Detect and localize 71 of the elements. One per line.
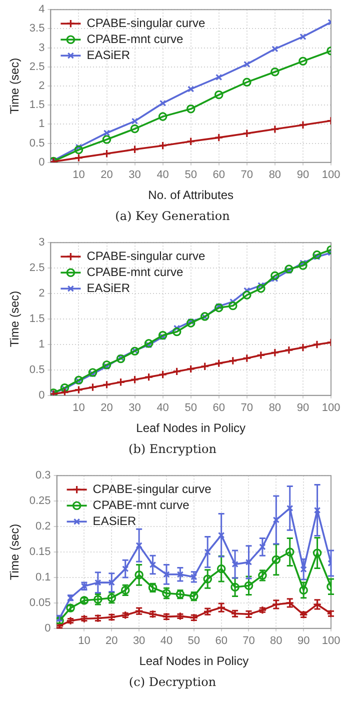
x-tick-label: 30 [132,635,146,648]
y-tick-label: 0 [38,389,45,402]
x-axis-title: Leaf Nodes in Policy [136,421,246,436]
y-tick-label: 0.05 [29,596,51,609]
legend-label: CPABE-singular curve [86,248,206,263]
legend-label: EASiER [92,514,136,528]
x-tick-label: 10 [72,402,85,414]
y-axis-title: Time (sec) [8,290,22,348]
x-tick-label: 10 [78,635,90,648]
legend-label: CPABE-mnt curve [86,264,184,279]
legend-label: CPABE-mnt curve [86,32,184,46]
y-tick-label: 0.3 [36,470,51,482]
x-tick-label: 20 [100,402,113,414]
x-tick-label: 30 [128,169,141,182]
x-tick-label: 20 [106,635,118,648]
x-tick-label: 90 [297,635,310,648]
x-tick-label: 40 [156,402,169,414]
x-tick-label: 70 [240,169,254,182]
legend-label: CPABE-singular curve [92,482,212,496]
x-tick-label: 30 [128,402,141,414]
y-tick-label: 0.2 [36,520,51,533]
y-tick-label: 0 [38,156,45,168]
x-tick-label: 20 [100,169,113,182]
y-tick-label: 1.5 [29,313,45,326]
x-tick-label: 100 [322,169,340,182]
y-tick-label: 1 [38,338,45,350]
legend-label: CPABE-singular curve [86,16,206,30]
y-tick-label: 0.5 [29,364,45,376]
y-axis-title: Time (sec) [8,524,22,580]
y-tick-label: 0.5 [29,137,45,150]
x-tick-label: 80 [270,635,282,648]
text: (c) Decryption [128,674,218,691]
x-tick-label: 70 [240,402,254,414]
legend-label: EASiER [86,48,130,62]
y-tick-label: 2 [38,80,45,92]
x-tick-label: 100 [322,635,340,648]
legend-label: CPABE-mnt curve [92,498,190,512]
text: (a) Key Generation [114,208,231,225]
x-axis-title: Leaf Nodes in Policy [139,654,249,668]
x-tick-label: 60 [212,402,225,414]
x-tick-label: 70 [242,635,255,648]
y-axis-title: Time (sec) [8,58,22,114]
y-tick-label: 2.5 [29,262,45,274]
y-tick-label: 0 [44,622,51,634]
x-tick-label: 50 [184,169,197,182]
x-tick-label: 50 [184,402,197,414]
y-tick-label: 1.5 [29,99,45,112]
y-tick-label: 0.15 [29,546,51,558]
x-tick-label: 80 [268,169,282,182]
y-tick-label: 0.1 [36,572,51,584]
text: (b) Encryption [128,441,218,458]
x-tick-label: 50 [188,635,200,648]
x-axis-title: No. of Attributes [148,188,234,202]
y-tick-label: 1 [38,118,45,130]
x-tick-label: 90 [296,402,310,414]
y-tick-label: 0.25 [29,495,51,508]
y-tick-label: 3.5 [29,22,45,35]
x-tick-label: 10 [72,169,85,182]
y-tick-label: 3 [38,236,45,249]
x-tick-label: 40 [156,169,169,182]
y-tick-label: 3 [38,42,45,54]
y-tick-label: 2.5 [29,60,45,73]
x-tick-label: 90 [296,169,310,182]
x-tick-label: 60 [215,635,228,648]
y-tick-label: 4 [38,4,45,16]
x-tick-label: 40 [160,635,173,648]
x-tick-label: 60 [212,169,225,182]
legend-label: EASiER [86,280,130,295]
y-tick-label: 2 [38,288,45,300]
x-tick-label: 100 [322,402,340,414]
x-tick-label: 80 [268,402,282,414]
